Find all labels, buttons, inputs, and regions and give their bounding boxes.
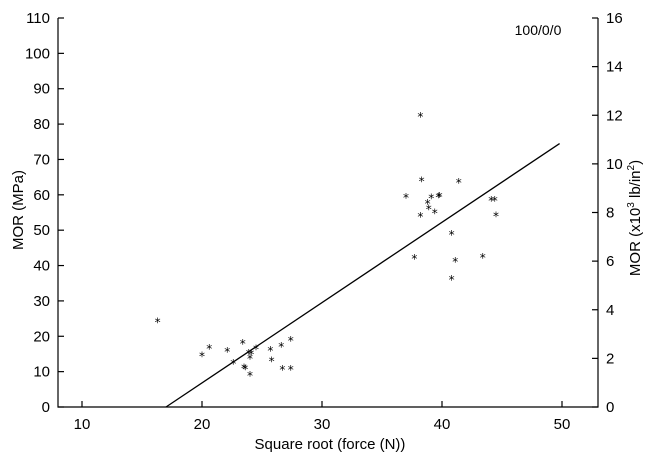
data-point: *: [417, 110, 423, 124]
y2-tick-label: 4: [606, 302, 614, 319]
y2-tick-label: 12: [606, 107, 623, 124]
data-point: *: [492, 194, 498, 208]
data-point: *: [419, 174, 425, 188]
y-tick-label: 60: [33, 187, 50, 204]
y-tick-label: 0: [42, 399, 50, 416]
data-point: *: [267, 344, 273, 358]
data-point: *: [480, 251, 486, 265]
x-tick-label: 40: [434, 416, 451, 433]
y-axis-right-label-part: lb/in: [627, 170, 644, 202]
y-tick-label: 90: [33, 81, 50, 98]
data-point: *: [425, 197, 431, 211]
data-point: *: [426, 202, 432, 216]
y-axis-right-label-part: ): [627, 160, 644, 165]
y-tick-label: 70: [33, 151, 50, 168]
y-axis-right-label-part: MOR (x10: [627, 208, 644, 276]
data-point: *: [253, 342, 259, 356]
data-point: *: [246, 347, 252, 361]
y-tick-label: 80: [33, 116, 50, 133]
x-axis-label: Square root (force (N)): [255, 436, 406, 453]
data-point: *: [488, 194, 494, 208]
data-point: *: [241, 362, 247, 376]
data-point: *: [199, 350, 205, 364]
data-point: *: [224, 345, 230, 359]
data-point: *: [240, 337, 246, 351]
y-tick-label: 10: [33, 364, 50, 381]
x-tick-label: 10: [74, 416, 91, 433]
data-point: *: [449, 228, 455, 242]
data-point: *: [437, 190, 443, 204]
data-point: *: [493, 210, 499, 224]
plot-frame: [57, 18, 599, 408]
x-tick-label: 20: [194, 416, 211, 433]
data-point: *: [242, 362, 248, 376]
data-point: *: [288, 334, 294, 348]
y-axis-right-label-superscript: 2: [626, 164, 637, 170]
data-point: *: [403, 191, 409, 205]
data-point: *: [411, 252, 417, 266]
y2-tick-label: 16: [606, 10, 623, 27]
data-point: *: [456, 176, 462, 190]
data-point: *: [288, 363, 294, 377]
y-tick-label: 20: [33, 328, 50, 345]
data-point: *: [452, 255, 458, 269]
data-point: *: [435, 191, 441, 205]
data-point: *: [155, 315, 161, 329]
y-tick-label: 40: [33, 258, 50, 275]
data-point: *: [278, 340, 284, 354]
y-axis-right-label-superscript: 3: [626, 202, 637, 208]
x-tick-label: 30: [314, 416, 331, 433]
y2-tick-label: 10: [606, 156, 623, 173]
y-tick-label: 50: [33, 222, 50, 239]
y2-tick-label: 0: [606, 399, 614, 416]
data-point: *: [279, 363, 285, 377]
y2-tick-label: 8: [606, 205, 614, 222]
data-point: *: [432, 207, 438, 221]
y-tick-label: 110: [26, 10, 50, 27]
regression-line: [165, 143, 560, 408]
data-point: *: [417, 210, 423, 224]
data-point: *: [248, 348, 254, 362]
data-point: *: [206, 342, 212, 356]
y2-tick-label: 14: [606, 59, 623, 76]
data-point: *: [230, 357, 236, 371]
data-point: *: [428, 192, 434, 206]
y-tick-label: 100: [25, 45, 50, 62]
y-axis-left-label: MOR (MPa): [10, 170, 27, 250]
x-tick-label: 50: [554, 416, 571, 433]
y-axis-right-label: MOR (x103 lb/in2): [626, 160, 644, 276]
y2-tick-label: 6: [606, 253, 614, 270]
chart-annotation: 100/0/0: [515, 22, 562, 38]
chart-axes: 100/0/0 Square root (force (N)) MOR (MPa…: [10, 22, 644, 453]
data-point: *: [269, 354, 275, 368]
data-point: *: [449, 273, 455, 287]
y-tick-label: 30: [33, 293, 50, 310]
data-point: *: [247, 352, 253, 366]
y2-tick-label: 2: [606, 350, 614, 367]
data-point: *: [247, 369, 253, 383]
